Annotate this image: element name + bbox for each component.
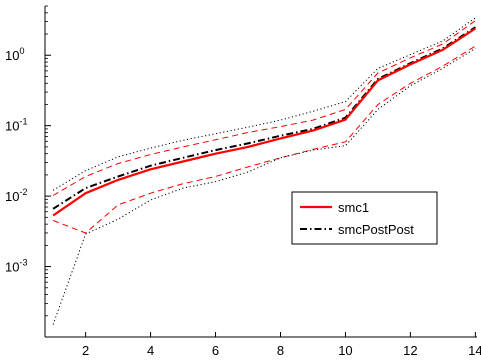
y-tick-label: 10-3: [5, 258, 27, 275]
x-tick-label: 14: [468, 343, 481, 358]
y-tick-label: 10-2: [5, 187, 27, 204]
series-dotted-4: [52, 17, 476, 191]
legend-box: [291, 191, 438, 245]
series-smcPostPost: [52, 26, 476, 210]
x-tick-label: 8: [277, 343, 284, 358]
series-dashed-3: [52, 45, 476, 234]
x-tick-label: 4: [147, 343, 154, 358]
legend-label-smcPostPost: smcPostPost: [338, 222, 414, 237]
legend: smc1 smcPostPost: [291, 191, 438, 245]
series-dotted-5: [52, 47, 476, 325]
axes: 2 4 6 8 10 12 14 10-3 10-2 10-1 100: [5, 5, 481, 358]
series-dashed-2: [52, 20, 476, 196]
x-tick-label: 10: [338, 343, 352, 358]
series-smc1: [52, 27, 477, 217]
x-tick-label: 12: [403, 343, 417, 358]
legend-label-smc1: smc1: [338, 200, 369, 215]
x-tick-label: 2: [82, 343, 89, 358]
x-tick-label: 6: [212, 343, 219, 358]
y-tick-label: 100: [5, 46, 24, 63]
y-tick-label: 10-1: [5, 117, 27, 134]
series-layer: [52, 17, 477, 325]
